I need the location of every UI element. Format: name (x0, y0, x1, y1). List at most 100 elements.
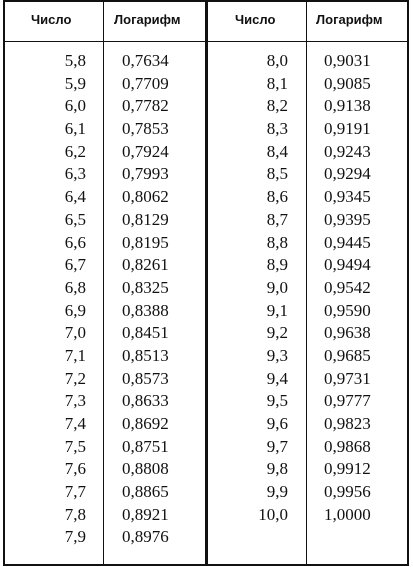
log-cell: 0,7782 (122, 96, 169, 116)
log-cell: 0,8261 (122, 255, 169, 275)
log-cell: 0,8808 (122, 459, 169, 479)
number-cell: 9,3 (266, 345, 288, 365)
number-cell: 6,8 (64, 277, 86, 297)
table-left-border (3, 0, 5, 566)
table-right-border (407, 0, 409, 566)
number-cell: 9,2 (266, 323, 288, 343)
number-cell: 10,0 (258, 504, 288, 524)
number-cell: 9,8 (266, 459, 288, 479)
number-cell: 7,5 (64, 436, 86, 456)
log-cell: 0,9395 (324, 209, 371, 229)
number-cell: 6,4 (64, 187, 86, 207)
number-cell: 8,7 (266, 209, 288, 229)
number-cell: 9,5 (266, 391, 288, 411)
number-cell: 9,6 (266, 414, 288, 433)
log-cell: 0,8451 (122, 323, 169, 343)
number-cell: 8,1 (266, 73, 288, 93)
log-cell: 0,7924 (122, 141, 169, 161)
header-number-right: Число (235, 12, 276, 27)
number-cell: 8,2 (266, 96, 288, 116)
log-cell: 0,8129 (122, 209, 169, 229)
number-cell: 8,9 (266, 255, 288, 275)
log-cell: 0,9823 (324, 414, 371, 433)
number-cell: 6,5 (64, 209, 86, 229)
number-cell: 6,7 (64, 255, 86, 275)
number-cell: 6,1 (64, 119, 86, 139)
log-cell: 0,9243 (324, 141, 371, 161)
number-cell: 6,2 (64, 141, 86, 161)
number-cell: 9,0 (266, 277, 288, 297)
log-cell: 0,8865 (122, 482, 169, 502)
log-cell: 0,8195 (122, 232, 169, 252)
number-cell: 9,4 (266, 368, 288, 388)
number-cell: 6,9 (64, 300, 86, 320)
log-cell: 0,9731 (324, 368, 371, 388)
log-cell: 0,7634 (122, 51, 169, 70)
number-cell: 9,1 (266, 300, 288, 320)
number-cell: 8,6 (266, 187, 288, 207)
log-cell: 0,9445 (324, 232, 371, 252)
log-cell: 0,9138 (324, 96, 371, 116)
right-log-column: 0,9031 0,9085 0,9138 0,9191 0,9243 0,9294 0,93… (324, 50, 400, 526)
log-cell: 1,0000 (324, 504, 371, 524)
log-cell: 0,7993 (122, 164, 169, 184)
number-cell: 7,9 (64, 527, 86, 547)
number-cell: 7,4 (64, 414, 86, 433)
number-cell: 7,6 (64, 459, 86, 479)
log-cell: 0,9912 (324, 459, 371, 479)
number-cell: 7,7 (64, 482, 86, 502)
number-cell: 7,8 (64, 504, 86, 524)
log-cell: 0,9638 (324, 323, 371, 343)
log-cell: 0,8388 (122, 300, 169, 320)
log-cell: 0,9345 (324, 187, 371, 207)
log-cell: 0,9191 (324, 119, 371, 139)
number-cell: 7,0 (64, 323, 86, 343)
number-cell: 8,4 (266, 141, 288, 161)
header-number-left: Число (31, 12, 72, 27)
number-cell: 6,6 (64, 232, 86, 252)
log-cell: 0,9777 (324, 391, 371, 411)
left-log-column: 0,7634 0,7709 0,7782 0,7853 0,7924 0,7993 0,80… (122, 50, 198, 549)
number-cell: 6,3 (64, 164, 86, 184)
log-cell: 0,8751 (122, 436, 169, 456)
header-log-right: Логарифм (316, 12, 383, 27)
number-cell: 5,9 (64, 73, 86, 93)
number-cell: 6,0 (64, 96, 86, 116)
number-cell: 7,2 (64, 368, 86, 388)
center-double-divider (205, 0, 208, 566)
header-log-left: Логарифм (114, 12, 181, 27)
log-cell: 0,8976 (122, 527, 169, 547)
log-cell: 0,8921 (122, 504, 169, 524)
log-cell: 0,9085 (324, 73, 371, 93)
log-cell: 0,9494 (324, 255, 371, 275)
number-cell: 5,8 (64, 51, 86, 70)
log-cell: 0,8692 (122, 414, 169, 433)
log-cell: 0,7709 (122, 73, 169, 93)
log-cell: 0,8573 (122, 368, 169, 388)
number-cell: 8,8 (266, 232, 288, 252)
log-cell: 0,7853 (122, 119, 169, 139)
number-cell: 7,3 (64, 391, 86, 411)
log-cell: 0,9294 (324, 164, 371, 184)
log-cell: 0,9031 (324, 51, 371, 70)
number-cell: 9,7 (266, 436, 288, 456)
log-cell: 0,9590 (324, 300, 371, 320)
number-cell: 8,3 (266, 119, 288, 139)
log-cell: 0,8513 (122, 345, 169, 365)
number-cell: 8,0 (266, 51, 288, 70)
log-cell: 0,8062 (122, 187, 169, 207)
number-cell: 8,5 (266, 164, 288, 184)
column-divider (103, 0, 104, 566)
number-cell: 7,1 (64, 345, 86, 365)
log-cell: 0,9956 (324, 482, 371, 502)
number-cell: 9,9 (266, 482, 288, 502)
right-number-column: 8,0 8,1 8,2 8,3 8,4 8,5 8,6 8,7 8,8 8,9 9,0 9,1 9,2 9… (224, 50, 288, 526)
log-cell: 0,8633 (122, 391, 169, 411)
log-cell: 0,9542 (324, 277, 371, 297)
log-cell: 0,8325 (122, 277, 169, 297)
log-cell: 0,9868 (324, 436, 371, 456)
left-number-column: 5,8 5,9 6,0 6,1 6,2 6,3 6,4 6,5 6,6 6,7 6,8 6,9 7,0 7… (22, 50, 86, 549)
column-divider (306, 0, 307, 566)
log-cell: 0,9685 (324, 345, 371, 365)
